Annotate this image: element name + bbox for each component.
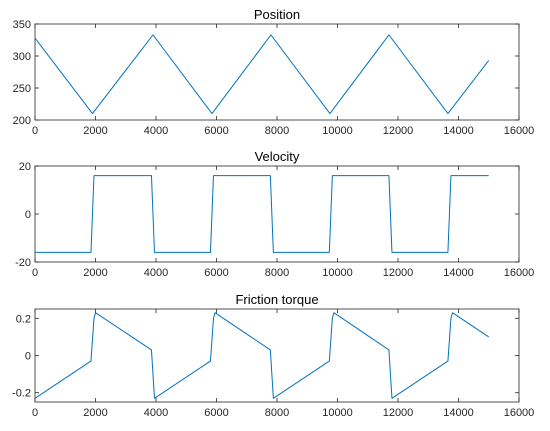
y-tick-label: 250 bbox=[13, 83, 31, 95]
series-line-1 bbox=[34, 312, 490, 399]
plot-area bbox=[34, 165, 520, 263]
chart-title: Velocity bbox=[255, 149, 300, 164]
x-tick-label: 10000 bbox=[322, 407, 353, 419]
y-tick-label: -0.2 bbox=[12, 388, 31, 400]
x-tick-label: 16000 bbox=[504, 125, 535, 137]
x-tick-label: 10000 bbox=[322, 125, 353, 137]
x-tick-label: 4000 bbox=[144, 267, 168, 279]
chart-title: Friction torque bbox=[235, 292, 318, 307]
x-tick-label: 0 bbox=[32, 267, 38, 279]
x-tick-label: 12000 bbox=[383, 267, 414, 279]
series-line-1 bbox=[34, 34, 490, 115]
x-tick-label: 6000 bbox=[204, 125, 228, 137]
x-tick-label: 4000 bbox=[144, 125, 168, 137]
plot-area bbox=[34, 308, 520, 403]
y-tick-label: 0 bbox=[25, 351, 31, 363]
x-tick-label: 2000 bbox=[83, 125, 107, 137]
subplot-2: Velocity 0 2000 4000 6000 8000 10000 12000 14000… bbox=[15, 149, 534, 279]
x-tick-label: 0 bbox=[32, 125, 38, 137]
x-tick-label: 4000 bbox=[144, 407, 168, 419]
x-tick-label: 12000 bbox=[383, 125, 414, 137]
chart-title: Position bbox=[254, 7, 300, 22]
y-tick-label: 350 bbox=[13, 19, 31, 31]
x-tick-label: 8000 bbox=[265, 267, 289, 279]
subplot-1: Position 0 2000 4000 6000 8000 10000 12000 14000… bbox=[13, 7, 535, 137]
series-line-1 bbox=[35, 175, 489, 253]
x-tick-label: 16000 bbox=[504, 407, 535, 419]
x-tick-label: 10000 bbox=[322, 267, 353, 279]
x-tick-label: 0 bbox=[32, 407, 38, 419]
y-tick-label: -20 bbox=[15, 257, 31, 269]
subplot-3: Friction torque 0 2000 4000 6000 8000 10000 120… bbox=[12, 292, 534, 419]
x-tick-label: 8000 bbox=[265, 125, 289, 137]
x-tick-label: 12000 bbox=[383, 407, 414, 419]
y-tick-label: 0 bbox=[25, 209, 31, 221]
x-tick-label: 14000 bbox=[443, 125, 474, 137]
x-tick-label: 16000 bbox=[504, 267, 535, 279]
y-tick-label: 0.2 bbox=[16, 313, 31, 325]
x-tick-label: 6000 bbox=[204, 407, 228, 419]
y-tick-label: 300 bbox=[13, 51, 31, 63]
y-tick-label: 20 bbox=[19, 161, 31, 173]
x-tick-label: 2000 bbox=[83, 407, 107, 419]
plot-area bbox=[34, 23, 520, 121]
y-tick-label: 200 bbox=[13, 115, 31, 127]
x-tick-label: 6000 bbox=[204, 267, 228, 279]
x-tick-label: 2000 bbox=[83, 267, 107, 279]
x-tick-label: 14000 bbox=[443, 267, 474, 279]
x-tick-label: 14000 bbox=[443, 407, 474, 419]
x-tick-label: 8000 bbox=[265, 407, 289, 419]
